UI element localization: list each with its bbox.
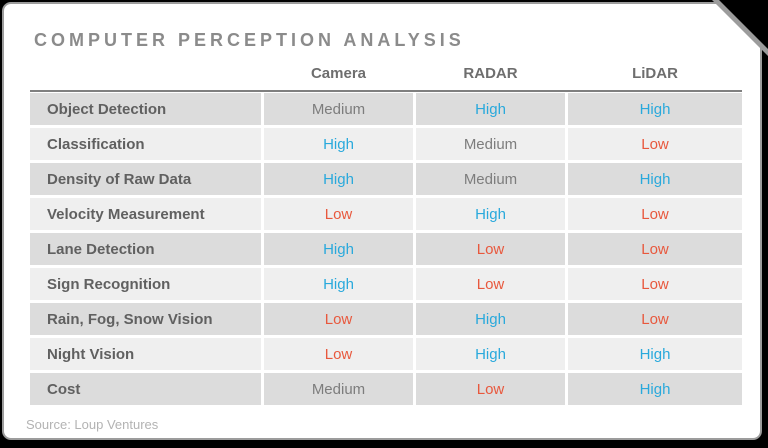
cell-value: High bbox=[264, 128, 413, 160]
cell-value: Low bbox=[568, 233, 742, 265]
cell-value: High bbox=[416, 303, 565, 335]
row-label: Density of Raw Data bbox=[30, 163, 261, 195]
cell-value: Low bbox=[568, 268, 742, 300]
row-label: Lane Detection bbox=[30, 233, 261, 265]
row-label: Velocity Measurement bbox=[30, 198, 261, 230]
cell-value: Low bbox=[568, 303, 742, 335]
cell-value: Medium bbox=[416, 128, 565, 160]
row-label: Rain, Fog, Snow Vision bbox=[30, 303, 261, 335]
source-caption: Source: Loup Ventures bbox=[26, 417, 159, 432]
header-spacer bbox=[30, 63, 261, 85]
cell-value: High bbox=[416, 338, 565, 370]
column-header-lidar: LiDAR bbox=[632, 65, 678, 82]
cell-value: Medium bbox=[264, 93, 413, 125]
cell-value: Low bbox=[264, 338, 413, 370]
slide-card: COMPUTER PERCEPTION ANALYSIS Camera RADA… bbox=[2, 2, 762, 440]
cell-value: Low bbox=[416, 233, 565, 265]
cell-value: Medium bbox=[264, 373, 413, 405]
comparison-table: Object Detection Medium High High Classifica… bbox=[30, 90, 742, 405]
row-label: Night Vision bbox=[30, 338, 261, 370]
page-title: COMPUTER PERCEPTION ANALYSIS bbox=[34, 30, 465, 50]
column-header-radar: RADAR bbox=[463, 65, 518, 82]
row-label: Object Detection bbox=[30, 93, 261, 125]
cell-value: Low bbox=[568, 198, 742, 230]
cell-value: High bbox=[568, 373, 742, 405]
cell-value: High bbox=[264, 268, 413, 300]
row-label: Cost bbox=[30, 373, 261, 405]
cell-value: Low bbox=[568, 128, 742, 160]
cell-value: High bbox=[416, 198, 565, 230]
cell-value: Low bbox=[264, 198, 413, 230]
cell-value: Low bbox=[264, 303, 413, 335]
cell-value: Medium bbox=[416, 163, 565, 195]
cell-value: Low bbox=[416, 373, 565, 405]
cell-value: High bbox=[568, 163, 742, 195]
cell-value: High bbox=[568, 93, 742, 125]
row-label: Sign Recognition bbox=[30, 268, 261, 300]
cell-value: High bbox=[264, 233, 413, 265]
cell-value: High bbox=[264, 163, 413, 195]
cell-value: Low bbox=[416, 268, 565, 300]
row-label: Classification bbox=[30, 128, 261, 160]
cell-value: High bbox=[568, 338, 742, 370]
cell-value: High bbox=[416, 93, 565, 125]
table-column-headers: Camera RADAR LiDAR bbox=[30, 63, 742, 85]
column-header-camera: Camera bbox=[310, 65, 367, 82]
